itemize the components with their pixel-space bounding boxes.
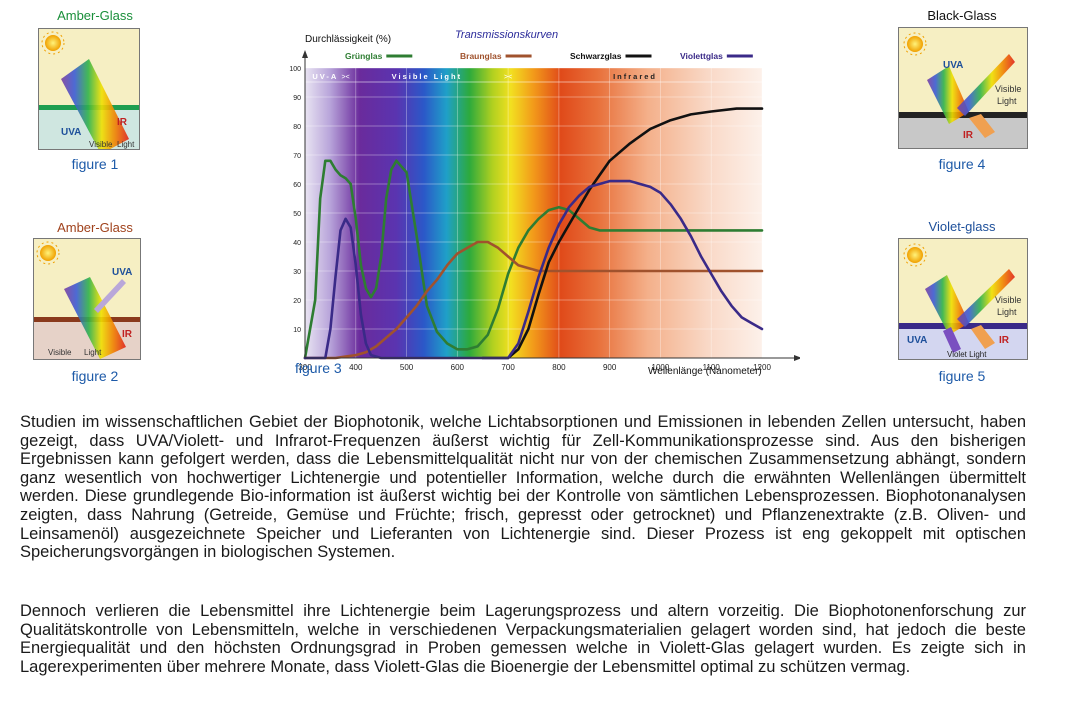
x-tick-label: 400: [349, 363, 363, 372]
sun-icon: [41, 31, 65, 55]
paragraph-2: Dennoch verlieren die Lebensmittel ihre …: [20, 602, 1026, 676]
y-tick-label: 10: [293, 327, 301, 334]
x-tick-label: 300: [298, 363, 312, 372]
y-tick-label: 40: [293, 240, 301, 247]
figure-4-illustration: UVA Visible Light IR: [898, 27, 1028, 149]
figure-1-caption: figure 1: [71, 156, 119, 172]
svg-text:UVA: UVA: [61, 127, 81, 138]
svg-text:Visible: Visible: [995, 84, 1021, 94]
y-axis-arrow-icon: [302, 50, 308, 58]
series-line: [303, 159, 764, 360]
figure-4-caption: figure 4: [938, 156, 986, 172]
figure-5-title: Violet-glass: [928, 219, 996, 234]
figure-5-illustration: Visible Light UVA IR Violet Light: [898, 238, 1028, 360]
y-tick-label: 20: [293, 298, 301, 305]
chart-caption: figure 3: [295, 360, 342, 376]
svg-text:IR: IR: [122, 329, 133, 340]
chart-title: Transmissionskurven: [455, 29, 558, 41]
y-axis-label: Durchlässigkeit (%): [305, 34, 391, 45]
paragraph-1: Studien im wissenschaftlichen Gebiet der…: [20, 413, 1026, 562]
figure-2-title: Amber-Glass: [57, 220, 133, 235]
legend-label: Grünglas: [345, 51, 383, 61]
figure-2-caption: figure 2: [71, 368, 119, 384]
y-tick-label: 70: [293, 153, 301, 160]
violet-arrow-icon: [943, 327, 961, 353]
figure-5-caption: figure 5: [938, 368, 986, 384]
ir-arrow-icon: [969, 114, 995, 138]
x-tick-label: 600: [451, 363, 465, 372]
figure-1-illustration: UVA IR Visible Light: [38, 28, 140, 150]
svg-text:Light: Light: [84, 348, 102, 357]
sun-icon: [903, 243, 927, 267]
light-beam-icon: [64, 277, 126, 359]
band-marker: ><: [504, 74, 512, 81]
svg-text:IR: IR: [999, 335, 1010, 346]
y-tick-label: 100: [289, 66, 301, 73]
chart-series: [303, 107, 764, 360]
legend-label: Violettglas: [680, 51, 723, 61]
figure-2-illustration: UVA IR Visible Light: [33, 238, 141, 360]
series-line: [481, 107, 764, 360]
y-tick-label: 50: [293, 211, 301, 218]
x-tick-label: 700: [501, 363, 515, 372]
figure-4-title: Black-Glass: [927, 8, 997, 23]
y-tick-label: 30: [293, 269, 301, 276]
y-tick-label: 60: [293, 182, 301, 189]
x-tick-label: 1000: [652, 363, 670, 372]
x-tick-label: 1100: [703, 363, 721, 372]
light-beam-icon: [61, 59, 129, 149]
svg-text:Visible: Visible: [48, 348, 72, 357]
sun-icon: [36, 241, 60, 265]
svg-text:Visible: Visible: [89, 140, 113, 149]
x-tick-label: 900: [603, 363, 617, 372]
x-tick-label: 1200: [753, 363, 771, 372]
x-axis-label: Wellenlänge (Nanometer): [648, 366, 762, 377]
y-tick-label: 80: [293, 124, 301, 131]
sun-icon: [903, 32, 927, 56]
band-marker: ><: [342, 74, 350, 81]
svg-text:UVA: UVA: [907, 335, 927, 346]
band-label: Infrared: [613, 72, 657, 81]
x-tick-label: 500: [400, 363, 414, 372]
y-tick-label: 90: [293, 95, 301, 102]
band-label: UV-A: [312, 72, 338, 81]
svg-text:Visible: Visible: [995, 295, 1021, 305]
svg-text:Light: Light: [997, 307, 1017, 317]
figure-1-title: Amber-Glass: [57, 8, 133, 23]
series-line: [303, 179, 764, 360]
svg-text:Violet Light: Violet Light: [947, 350, 987, 359]
svg-text:UVA: UVA: [943, 60, 963, 71]
svg-text:Light: Light: [997, 96, 1017, 106]
legend-label: Schwarzglas: [570, 51, 622, 61]
reflected-light-icon: [957, 54, 1015, 116]
svg-text:Light: Light: [117, 140, 135, 149]
legend-label: Braunglas: [460, 51, 502, 61]
chart-legend: Grünglas Braunglas Schwarzglas Violettglas: [345, 51, 753, 61]
series-line: [303, 240, 764, 360]
svg-text:IR: IR: [117, 117, 128, 128]
svg-text:IR: IR: [963, 130, 974, 141]
band-labels: UV-A Visible Light Infrared >< ><: [305, 72, 762, 83]
ir-arrow-icon: [971, 325, 995, 349]
uva-reflection-icon: [94, 279, 126, 313]
x-tick-label: 800: [552, 363, 566, 372]
transmission-chart: Transmissionskurven Durchlässigkeit (%) …: [289, 29, 800, 377]
band-label: Visible Light: [392, 72, 462, 81]
chart-axes: 300 400 500 600 700 800 900 1000 1100 1200 10 20 30 4…: [289, 50, 800, 372]
reflected-light-icon: [957, 269, 1015, 327]
x-axis-arrow-icon: [794, 355, 800, 361]
svg-text:UVA: UVA: [112, 267, 132, 278]
